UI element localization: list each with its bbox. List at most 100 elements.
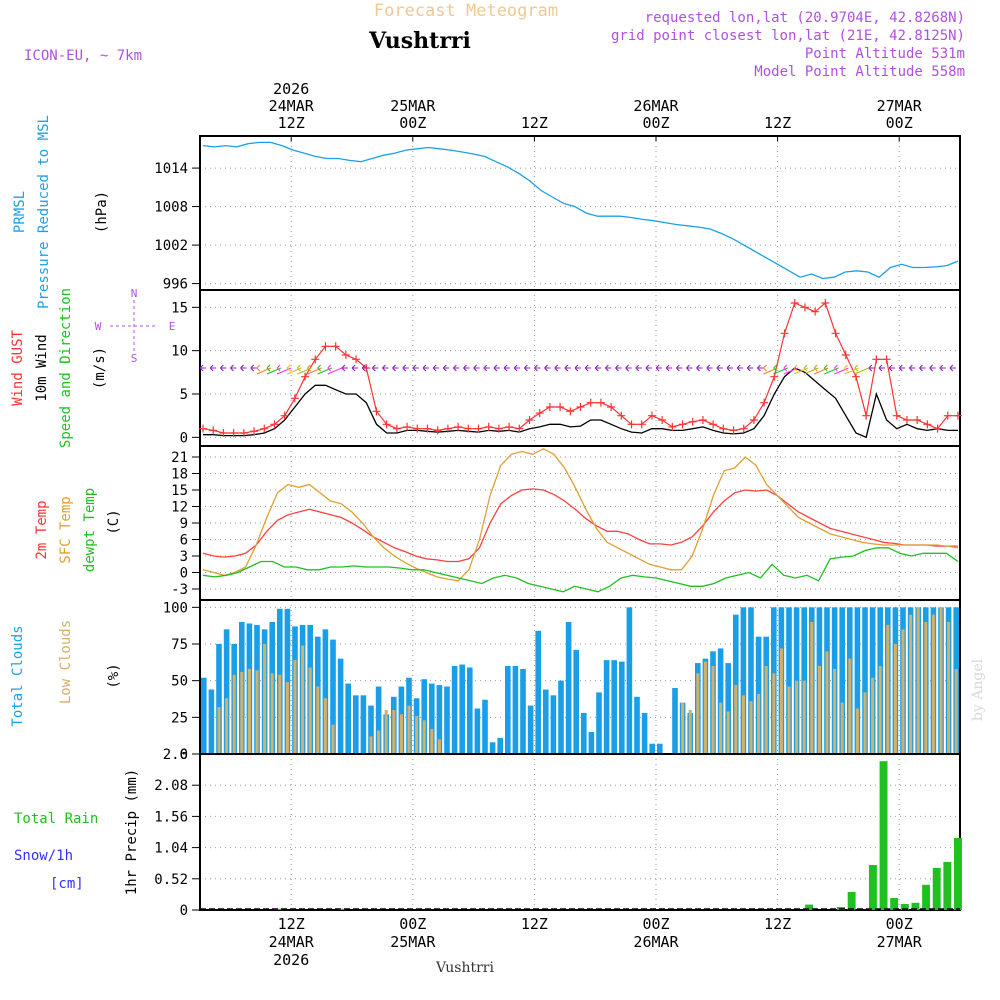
low-cloud-bar [323,698,327,754]
low-cloud-bar [681,702,685,754]
total-cloud-bar [565,622,572,754]
bottom-time-label: 12Z [278,915,305,933]
wind-gust-marker [913,416,922,424]
total-cloud-bar [512,666,519,754]
total-cloud-bar [748,607,754,754]
temp2m-label: 2m Temp [34,500,50,559]
wind-direction-arrow [584,364,592,372]
low-cloud-bar [772,673,776,754]
low-cloud-bar [863,692,867,754]
low-cloud-bar [779,648,783,754]
wind-direction-arrow [219,364,227,372]
wind-unit: (m/s) [92,347,108,389]
total-cloud-bar [535,630,541,754]
pressure-unit: (hPa) [94,191,110,233]
total-cloud-bar [733,614,739,754]
precip-panel: Total Rain Snow/1h [cm] 1hr Precip (mm) … [14,747,962,919]
total-cloud-bar [581,712,587,754]
total-cloud-bar [284,608,291,754]
wind-direction-arrow [442,364,450,372]
wind-gust-marker [525,416,534,424]
wind-direction-arrow [604,364,612,372]
low-cloud-bar [422,720,426,754]
total-cloud-bar [573,649,579,754]
wind-gust-marker [872,355,881,364]
wind-direction-arrow [422,364,429,372]
wind-direction-arrow [929,364,936,372]
bottom-time-label: 24MAR [269,933,315,951]
wind-gust-marker [902,416,911,424]
pressure-panel: PRMSL Pressure Reduced to MSL (hPa) 996 1… [12,115,961,309]
low-cloud-bar [855,708,859,754]
top-time-label: 00Z [642,114,669,132]
low-cloud-bar [893,644,897,754]
wind-direction-arrow [696,364,703,372]
bottom-time-label: 12Z [764,915,791,933]
total-cloud-bar [505,666,511,754]
wind-direction-arrow [756,364,764,372]
low-cloud-bar [840,702,844,754]
temp-ytick-label: 3 [180,549,188,565]
total-cloud-bar [588,732,595,754]
low-cloud-bar [757,693,761,754]
clouds-ytick-label: 75 [171,637,188,653]
total-cloud-bar [216,644,222,754]
wind-direction-arrow [665,364,673,372]
pressure-ytick-label: 1014 [154,161,188,177]
low-cloud-bar [415,715,419,754]
wind-direction-arrow [402,364,409,372]
wind-gust-marker [219,429,228,437]
clouds-ytick-label: 100 [163,600,188,616]
wind-10m-label: 10m Wind [34,334,50,401]
wind-gust-marker [392,424,401,433]
low-cloud-bar [939,607,943,754]
footer-location: Vushtrri [435,960,494,976]
compass-e: E [169,320,176,333]
wind-direction-arrow [878,364,885,372]
total-cloud-bar [223,629,230,754]
top-time-label: 27MAR [877,97,923,115]
wind-gust-marker [596,398,605,407]
temp-ytick-label: 21 [171,450,188,466]
wind-direction-arrow [483,364,490,372]
low-cloud-bar [688,710,692,754]
bottom-time-label: 00Z [886,915,913,933]
wind-speed-line [203,367,958,439]
wind-ytick-label: 10 [171,344,188,360]
wind-direction-arrow [230,364,237,372]
low-cloud-bar [217,707,221,754]
precip-ytick-label: 2.08 [154,778,188,794]
precip-bar [900,904,909,910]
total-cloud-bar [641,712,648,754]
low-cloud-bar [285,682,289,754]
wind-gust-marker [505,422,514,431]
total-cloud-bar [375,686,382,754]
low-cloud-bar [802,680,806,754]
wind-gust-marker [250,427,259,436]
low-cloud-bar [954,668,958,754]
wind-gust-marker [260,424,269,433]
low-cloud-bar [871,677,875,754]
low-cloud-bar [764,666,768,754]
wind-gust-marker [698,416,707,424]
clouds-ytick-label: 0 [180,747,188,763]
low-cloud-bar [909,614,913,754]
temp-2m-line [202,488,958,563]
wind-gust-marker [892,411,901,420]
wind-direction-arrow [199,364,207,372]
wind-gust-marker [413,424,422,433]
low-cloud-bar [947,622,951,754]
precip-bar [879,761,888,910]
total-cloud-bar [208,689,215,754]
wind-direction-arrow [594,364,602,372]
low-cloud-bar [384,710,388,754]
total-cloud-bar [801,607,807,754]
total-cloud-bar [786,607,792,754]
wind-direction-arrow [382,364,389,372]
temp-ytick-label: 0 [180,566,188,582]
wind-gust-marker [301,372,310,381]
location-title: Vushtrri [368,28,471,54]
requested-coords: requested lon,lat (20.9704E, 42.8268N) [645,10,965,26]
wind-direction-arrow [736,364,744,372]
